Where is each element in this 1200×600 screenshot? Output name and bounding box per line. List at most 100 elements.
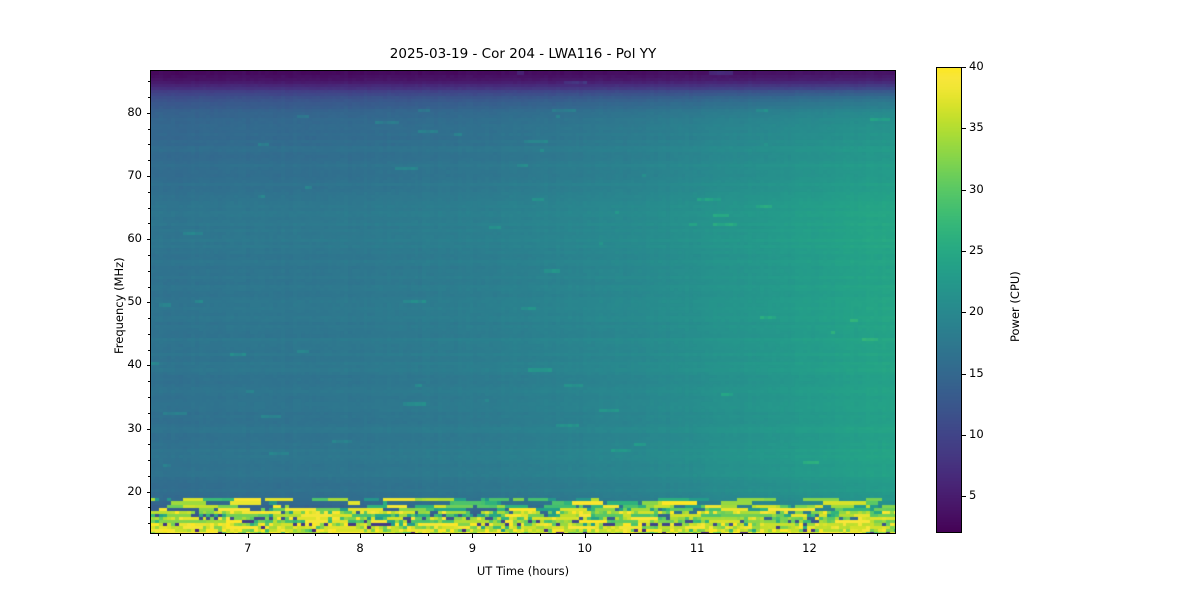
colorbar-tick-mark xyxy=(962,435,966,436)
x-minor-tick-mark xyxy=(854,534,855,536)
x-tick-label: 12 xyxy=(802,541,817,555)
spectrogram-axes[interactable] xyxy=(150,70,896,534)
colorbar[interactable] xyxy=(936,67,962,533)
x-minor-tick-mark xyxy=(495,534,496,536)
y-minor-tick-mark xyxy=(148,460,150,461)
x-minor-tick-mark xyxy=(383,534,384,536)
y-minor-tick-mark xyxy=(148,397,150,398)
x-tick-label: 10 xyxy=(577,541,593,555)
x-minor-tick-mark xyxy=(158,534,159,536)
x-minor-tick-mark xyxy=(225,534,226,536)
colorbar-tick-label: 40 xyxy=(969,59,984,73)
colorbar-tick-mark xyxy=(962,67,966,68)
x-axis-label: UT Time (hours) xyxy=(476,564,570,578)
x-minor-tick-mark xyxy=(877,534,878,536)
y-minor-tick-mark xyxy=(148,476,150,477)
y-tick-label: 50 xyxy=(127,294,142,309)
y-minor-tick-mark xyxy=(148,192,150,193)
x-tick-mark xyxy=(360,534,361,538)
x-minor-tick-mark xyxy=(765,534,766,536)
y-tick-label: 20 xyxy=(127,483,142,498)
x-minor-tick-mark xyxy=(180,534,181,536)
y-minor-tick-mark xyxy=(148,271,150,272)
x-minor-tick-mark xyxy=(675,534,676,536)
y-tick-label: 30 xyxy=(127,420,142,435)
x-tick-mark xyxy=(585,534,586,538)
y-minor-tick-mark xyxy=(148,255,150,256)
y-minor-tick-mark xyxy=(148,287,150,288)
colorbar-tick-label: 35 xyxy=(969,120,984,135)
colorbar-tick-label: 15 xyxy=(969,365,984,380)
y-minor-tick-mark xyxy=(148,81,150,82)
y-tick-mark xyxy=(146,302,150,303)
y-tick-mark xyxy=(146,365,150,366)
y-minor-tick-mark xyxy=(148,129,150,130)
y-tick-mark xyxy=(146,429,150,430)
y-minor-tick-mark xyxy=(148,444,150,445)
x-minor-tick-mark xyxy=(517,534,518,536)
y-axis-label: Frequency (MHz) xyxy=(112,257,126,354)
y-tick-label: 80 xyxy=(127,104,142,119)
x-tick-mark xyxy=(472,534,473,538)
plot-title: 2025-03-19 - Cor 204 - LWA116 - Pol YY xyxy=(389,46,657,62)
x-minor-tick-mark xyxy=(742,534,743,536)
y-tick-mark xyxy=(146,113,150,114)
y-tick-label: 70 xyxy=(127,168,142,183)
x-tick-mark xyxy=(248,534,249,538)
x-minor-tick-mark xyxy=(540,534,541,536)
y-minor-tick-mark xyxy=(148,208,150,209)
x-minor-tick-mark xyxy=(630,534,631,536)
x-minor-tick-mark xyxy=(450,534,451,536)
x-minor-tick-mark xyxy=(203,534,204,536)
y-tick-label: 40 xyxy=(127,357,142,372)
x-tick-label: 7 xyxy=(244,541,252,555)
x-minor-tick-mark xyxy=(338,534,339,536)
colorbar-gradient xyxy=(937,68,961,532)
x-minor-tick-mark xyxy=(832,534,833,536)
y-minor-tick-mark xyxy=(148,97,150,98)
y-minor-tick-mark xyxy=(148,223,150,224)
y-minor-tick-mark xyxy=(148,144,150,145)
colorbar-tick-label: 10 xyxy=(969,426,984,441)
y-minor-tick-mark xyxy=(148,350,150,351)
colorbar-tick-label: 20 xyxy=(969,304,984,319)
colorbar-tick-mark xyxy=(962,190,966,191)
x-tick-label: 11 xyxy=(689,541,705,555)
y-tick-mark xyxy=(146,492,150,493)
y-minor-tick-mark xyxy=(148,523,150,524)
colorbar-tick-mark xyxy=(962,128,966,129)
x-tick-mark xyxy=(697,534,698,538)
colorbar-tick-label: 30 xyxy=(969,181,984,196)
x-tick-label: 8 xyxy=(356,541,364,555)
x-minor-tick-mark xyxy=(652,534,653,536)
x-minor-tick-mark xyxy=(720,534,721,536)
x-minor-tick-mark xyxy=(562,534,563,536)
y-tick-label: 60 xyxy=(127,231,142,246)
colorbar-tick-mark xyxy=(962,374,966,375)
spectrogram-image xyxy=(151,71,895,533)
y-minor-tick-mark xyxy=(148,381,150,382)
x-minor-tick-mark xyxy=(315,534,316,536)
y-minor-tick-mark xyxy=(148,160,150,161)
x-minor-tick-mark xyxy=(405,534,406,536)
colorbar-tick-label: 25 xyxy=(969,242,984,257)
y-minor-tick-mark xyxy=(148,318,150,319)
y-minor-tick-mark xyxy=(148,507,150,508)
x-tick-label: 9 xyxy=(468,541,477,555)
x-minor-tick-mark xyxy=(293,534,294,536)
colorbar-tick-mark xyxy=(962,251,966,252)
x-minor-tick-mark xyxy=(428,534,429,536)
x-minor-tick-mark xyxy=(270,534,271,536)
x-minor-tick-mark xyxy=(607,534,608,536)
colorbar-label: Power (CPU) xyxy=(1008,271,1022,342)
colorbar-tick-mark xyxy=(962,496,966,497)
colorbar-tick-mark xyxy=(962,312,966,313)
x-minor-tick-mark xyxy=(787,534,788,536)
y-minor-tick-mark xyxy=(148,413,150,414)
y-minor-tick-mark xyxy=(148,334,150,335)
colorbar-tick-label: 5 xyxy=(969,488,977,503)
y-tick-mark xyxy=(146,239,150,240)
y-tick-mark xyxy=(146,176,150,177)
x-tick-mark xyxy=(809,534,810,538)
